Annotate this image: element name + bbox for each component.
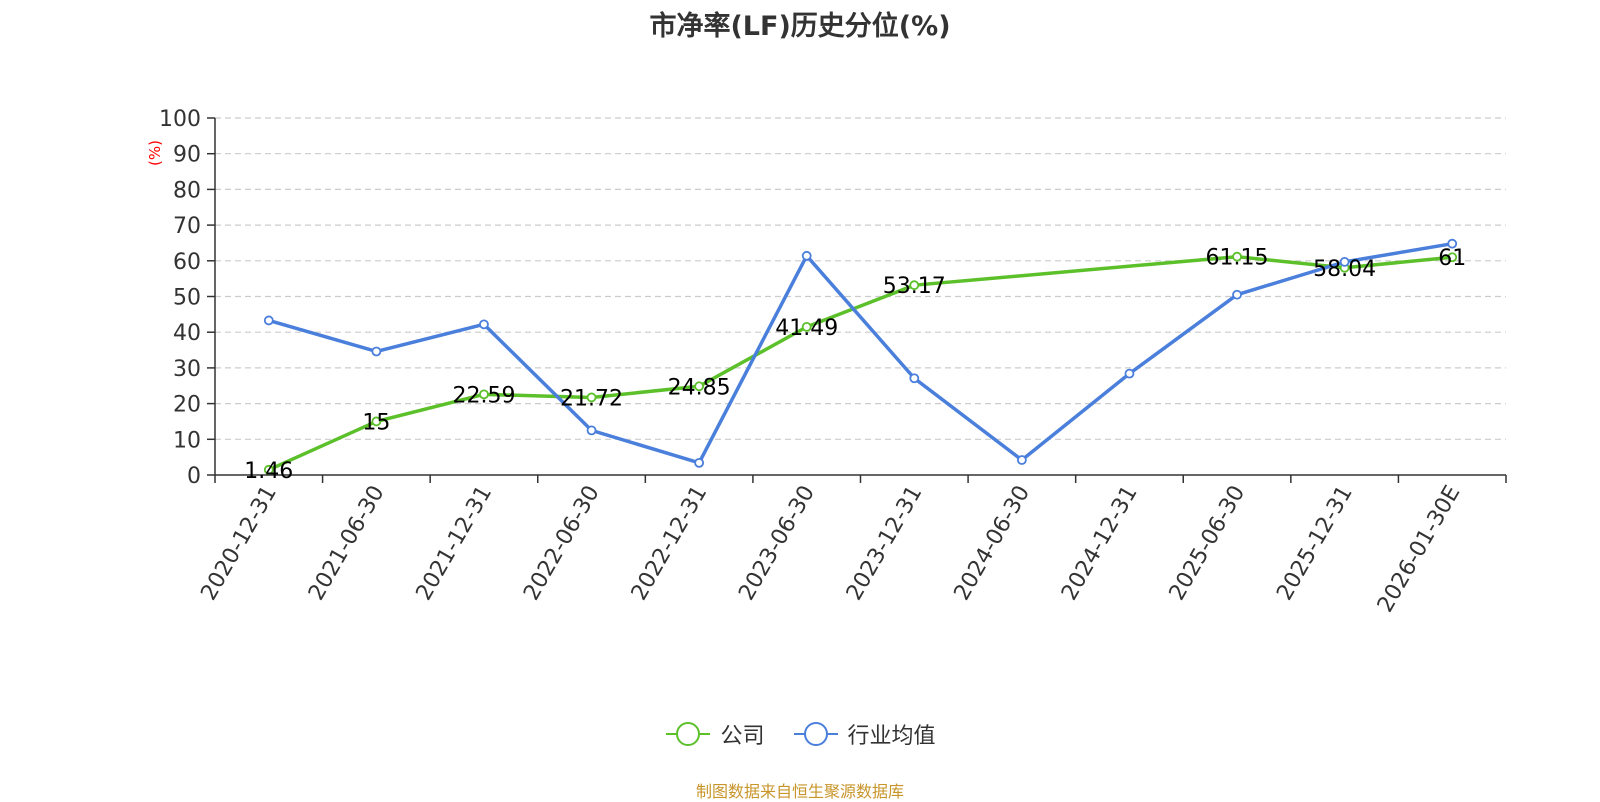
- x-tick-label: 2025-06-30: [1165, 482, 1251, 605]
- point-company: [801, 321, 812, 332]
- legend-label-industry: 行业均值: [847, 724, 936, 749]
- data-label-company: 61.15: [1206, 246, 1269, 271]
- x-tick-label: 2021-12-31: [412, 482, 498, 605]
- y-tick-label: 20: [173, 393, 201, 418]
- point-industry: [371, 346, 382, 357]
- point-company: [263, 464, 274, 475]
- axes: 0 10 20 30 40 50 60 70 80 90 100 2020-12-31 2021-06-…: [159, 107, 1507, 617]
- x-tick-label: 2026-01-30E: [1373, 482, 1466, 617]
- chart-canvas: 0 10 20 30 40 50 60 70 80 90 100 2020-12-31 2021-06-…: [146, 107, 1507, 617]
- x-tick-label: 2025-12-31: [1272, 482, 1358, 605]
- legend: 公司 行业均值: [0, 718, 1600, 753]
- data-label-company: 22.59: [452, 383, 515, 408]
- series-line-company: [268, 254, 1453, 472]
- data-label-company: 1.46: [244, 459, 293, 484]
- point-company: [1447, 252, 1458, 263]
- point-industry: [1339, 256, 1350, 267]
- legend-item-company[interactable]: 公司: [664, 718, 765, 750]
- point-industry: [801, 250, 812, 261]
- point-industry: [586, 425, 597, 436]
- data-labels: 1.46 15 22.59 21.72 24.85 41.49 53.17 61.15 58.0…: [244, 246, 1466, 484]
- point-industry: [1016, 455, 1027, 465]
- x-tick-label: 2020-12-31: [196, 482, 282, 605]
- point-industry: [263, 315, 274, 326]
- y-tick-label: 30: [173, 357, 201, 382]
- point-company: [909, 280, 920, 291]
- point-industry: [1124, 368, 1135, 379]
- grid-lines: [215, 117, 1506, 440]
- data-label-company: 21.72: [560, 386, 623, 411]
- y-tick-label: 0: [187, 464, 201, 489]
- x-tick-label: 2021-06-30: [304, 482, 390, 605]
- point-company: [1232, 251, 1242, 262]
- x-tick-label: 2023-12-31: [842, 482, 928, 605]
- point-company: [371, 416, 382, 427]
- data-label-company: 61: [1438, 246, 1466, 271]
- legend-industry-icon: [793, 722, 838, 746]
- y-tick-label: 70: [173, 214, 201, 239]
- data-label-company: 58.04: [1313, 257, 1376, 282]
- y-tick-label: 40: [173, 321, 201, 346]
- x-tick-label: 2023-06-30: [734, 482, 820, 605]
- series: [263, 238, 1458, 475]
- legend-company-icon: [666, 722, 711, 746]
- point-industry: [479, 319, 489, 330]
- x-tick-label: 2024-12-31: [1057, 482, 1143, 605]
- legend-label-company: 公司: [720, 724, 765, 749]
- point-company: [694, 381, 705, 392]
- y-axis-unit: (%): [146, 140, 164, 166]
- legend-item-industry[interactable]: 行业均值: [792, 718, 936, 750]
- chart-title: 市净率(LF)历史分位(%): [649, 11, 951, 42]
- point-company: [479, 389, 489, 400]
- point-industry: [1232, 289, 1242, 300]
- y-tick-label: 80: [173, 178, 201, 203]
- data-label-company: 53.17: [883, 274, 946, 299]
- x-tick-label: 2024-06-30: [949, 482, 1035, 605]
- x-tick-label: 2022-12-31: [627, 482, 713, 605]
- y-tick-label: 60: [173, 250, 201, 275]
- y-tick-label: 100: [159, 107, 201, 132]
- point-company: [586, 392, 597, 403]
- series-line-industry: [268, 241, 1453, 465]
- source-note: 制图数据来自恒生聚源数据库: [695, 782, 904, 801]
- point-industry: [909, 373, 920, 384]
- x-tick-label: 2022-06-30: [519, 482, 605, 605]
- y-tick-label: 90: [173, 143, 201, 168]
- data-label-company: 41.49: [775, 316, 838, 341]
- y-tick-label: 10: [173, 428, 201, 453]
- point-industry: [1447, 238, 1458, 249]
- point-industry: [694, 457, 705, 468]
- data-label-company: 15: [362, 410, 390, 435]
- y-tick-label: 50: [173, 286, 201, 311]
- data-label-company: 24.85: [668, 375, 731, 400]
